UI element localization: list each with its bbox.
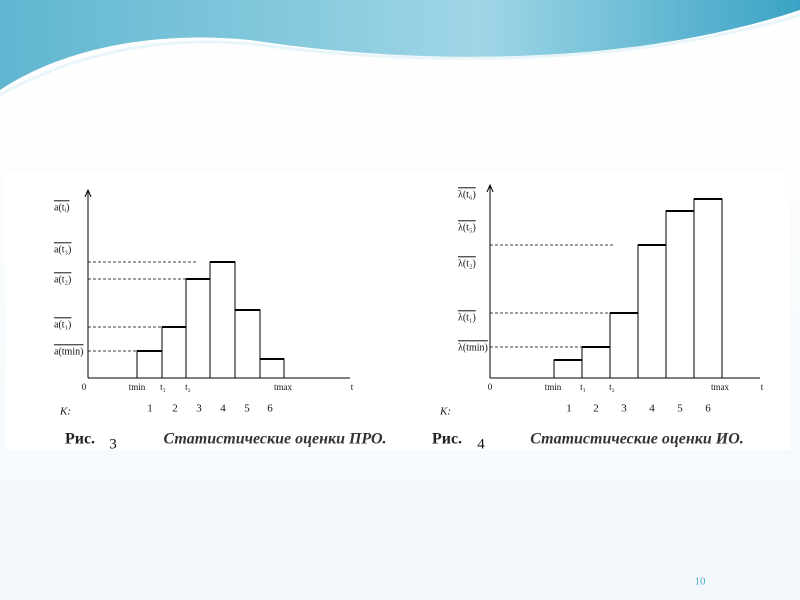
x-label: tmax — [274, 382, 292, 392]
histogram-bar — [581, 346, 611, 379]
k-number: 4 — [649, 403, 655, 415]
y-arrow — [486, 183, 494, 193]
y-label: λ(tmin) — [458, 342, 488, 353]
histogram-bar — [665, 210, 695, 379]
x-label: t₁ — [580, 382, 586, 392]
header-wave — [0, 0, 800, 90]
histogram-bar — [161, 326, 187, 379]
caption-prefix: Рис. — [65, 431, 95, 448]
k-number: 3 — [196, 403, 202, 415]
x-label: t — [351, 382, 354, 392]
k-number: 2 — [172, 403, 178, 415]
y-label: a(t₂) — [54, 274, 71, 285]
k-number: 2 — [593, 403, 599, 415]
k-label: K: — [439, 406, 451, 418]
x-label: tmin — [129, 382, 146, 392]
figure-number: 4 — [477, 436, 485, 452]
x-label: tmax — [711, 382, 729, 392]
k-label: K: — [59, 406, 71, 418]
k-number: 3 — [621, 403, 627, 415]
x-label: 0 — [488, 382, 493, 392]
caption: Статистические оценки ПРО. — [163, 431, 386, 448]
k-number: 5 — [244, 403, 250, 415]
header-curve — [0, 13, 800, 97]
k-number: 6 — [705, 403, 711, 415]
k-number: 4 — [220, 403, 226, 415]
y-label: a(tmin) — [54, 346, 83, 357]
x-label: t₂ — [609, 382, 615, 392]
histogram-bar — [693, 198, 723, 379]
histogram-bar — [637, 244, 667, 379]
x-label: t₁ — [160, 382, 166, 392]
k-number: 5 — [677, 403, 683, 415]
x-label: t₂ — [185, 382, 191, 392]
y-label: λ(t₆) — [458, 189, 476, 200]
x-label: 0 — [82, 382, 87, 392]
histogram-bar — [609, 312, 639, 379]
x-label: t — [761, 382, 764, 392]
y-label: a(t₃) — [54, 244, 71, 255]
y-label: λ(t₂) — [458, 258, 476, 269]
y-arrow — [84, 188, 92, 198]
k-number: 6 — [267, 403, 273, 415]
y-label: λ(t₁) — [458, 312, 476, 323]
y-label: a(t₁) — [54, 319, 71, 330]
x-label: tmin — [545, 382, 562, 392]
page-number: 10 — [695, 576, 707, 588]
caption-prefix: Рис. — [432, 431, 462, 448]
histogram-bar — [185, 278, 211, 379]
caption: Статистические оценки ИО. — [530, 431, 744, 448]
histogram-bar — [234, 309, 261, 379]
histogram-bar — [209, 261, 236, 379]
y-label: a(tᵢ) — [54, 202, 70, 213]
histogram-bar — [136, 350, 163, 379]
histogram-bar — [259, 358, 285, 379]
figure-number: 3 — [109, 436, 117, 452]
k-number: 1 — [147, 403, 153, 415]
y-label: λ(t₅) — [458, 222, 476, 233]
k-number: 1 — [566, 403, 572, 415]
histogram-bar — [553, 359, 583, 379]
figures: a(tᵢ) a(t₃) a(t₂) a(t₁) a(tmin) 0 tmin t₁ t₂ tmax… — [54, 183, 764, 452]
